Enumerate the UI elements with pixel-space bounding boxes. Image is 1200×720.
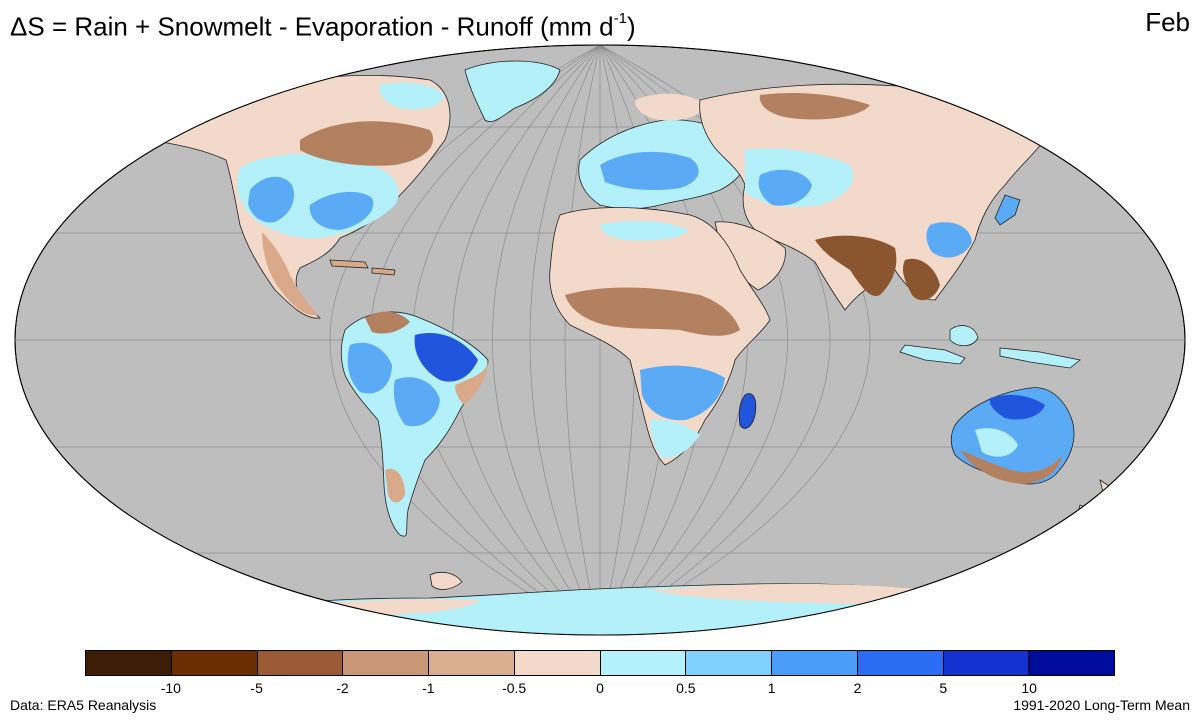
colorbar-swatch [171, 651, 258, 675]
title-close: ) [626, 11, 636, 42]
colorbar-tick-label: 0.5 [676, 680, 696, 696]
colorbar [85, 650, 1115, 676]
colorbar-tick-label: -0.5 [502, 680, 527, 696]
colorbar-tick-label: -10 [160, 680, 181, 696]
data-source: Data: ERA5 Reanalysis [10, 697, 157, 713]
colorbar-swatch [772, 651, 858, 675]
title-text: = Rain + Snowmelt - Evaporation - Runoff… [44, 11, 614, 42]
colorbar-swatch [600, 651, 687, 675]
colorbar-tick-label: -5 [250, 680, 263, 696]
australia [950, 387, 1075, 485]
colorbar-tick-label: 1 [767, 680, 776, 696]
title-exponent: -1 [613, 10, 627, 27]
averaging-period: 1991-2020 Long-Term Mean [1013, 697, 1190, 713]
colorbar-swatch [257, 651, 344, 675]
colorbar-tick-label: 5 [939, 680, 948, 696]
africa [549, 207, 771, 466]
map-title: ΔS = Rain + Snowmelt - Evaporation - Run… [10, 2, 636, 47]
title-delta: ΔS [10, 11, 45, 42]
month-label: Feb [1145, 7, 1190, 37]
colorbar-swatch [943, 651, 1030, 675]
colorbar-tick-label: 10 [1021, 680, 1037, 696]
greenland [464, 60, 561, 123]
madagascar [738, 393, 757, 429]
asia [699, 83, 1051, 311]
colorbar-swatch [1029, 651, 1114, 675]
japan [994, 194, 1021, 226]
world-map [14, 44, 1186, 636]
south-america [340, 311, 489, 537]
colorbar-swatch [343, 651, 429, 675]
colorbar-swatch [857, 651, 944, 675]
colorbar-swatch [429, 651, 515, 675]
europe [578, 93, 747, 210]
colorbar-tick-label: 2 [853, 680, 862, 696]
colorbar-tick-label: 0 [596, 680, 604, 696]
caribbean-islands [329, 259, 396, 276]
colorbar-swatch [686, 651, 772, 675]
north-america [149, 75, 451, 319]
maritime-southeast-asia [899, 325, 1081, 369]
colorbar-tick-label: -1 [422, 680, 435, 696]
colorbar-swatch [514, 651, 601, 675]
colorbar-swatch [86, 651, 172, 675]
colorbar-tick-label: -2 [336, 680, 349, 696]
